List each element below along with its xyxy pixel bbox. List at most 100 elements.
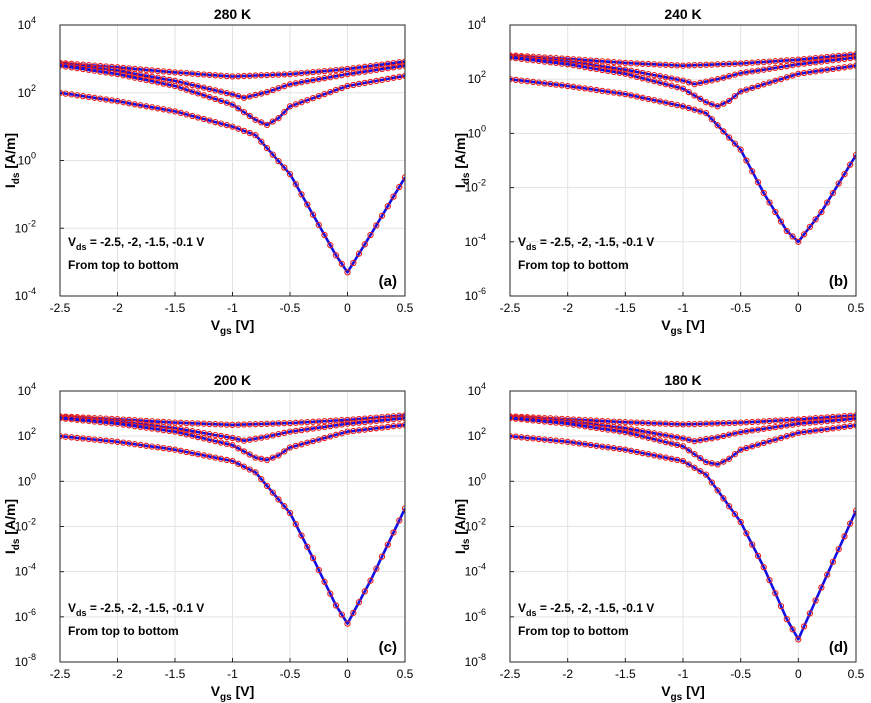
panel-title: 280 K bbox=[214, 6, 251, 22]
measured-point bbox=[304, 439, 311, 446]
x-tick-label: -2 bbox=[562, 301, 573, 315]
measured-point bbox=[396, 183, 403, 191]
measured-point bbox=[315, 566, 322, 574]
measured-point bbox=[367, 78, 374, 86]
measured-point bbox=[275, 420, 282, 427]
measured-point bbox=[766, 417, 773, 425]
y-tick-label: 10-2 bbox=[465, 517, 486, 534]
measured-point bbox=[183, 86, 190, 93]
measured-point bbox=[212, 118, 219, 126]
measured-point bbox=[760, 418, 767, 425]
measured-point bbox=[633, 73, 641, 80]
measured-point bbox=[766, 58, 773, 65]
measured-point bbox=[217, 439, 225, 446]
measured-point bbox=[97, 95, 104, 102]
measured-point bbox=[633, 427, 641, 434]
measured-point bbox=[206, 453, 213, 460]
measured-point bbox=[737, 446, 744, 453]
measured-point bbox=[697, 420, 704, 428]
y-tick-label: 10-2 bbox=[15, 218, 36, 235]
measured-point bbox=[344, 70, 351, 78]
measured-point bbox=[512, 433, 519, 440]
measured-point bbox=[321, 423, 328, 431]
measured-point bbox=[691, 437, 698, 445]
measured-point bbox=[229, 434, 236, 442]
measured-point bbox=[235, 105, 242, 112]
measured-point bbox=[829, 189, 837, 197]
measured-point bbox=[766, 79, 773, 86]
measured-point bbox=[143, 103, 150, 110]
x-tick-label: -0.5 bbox=[730, 667, 751, 681]
y-tick-label: 104 bbox=[468, 15, 486, 32]
measured-point bbox=[338, 71, 345, 79]
measured-point bbox=[114, 70, 121, 78]
measured-point bbox=[599, 87, 606, 95]
measured-point bbox=[390, 59, 397, 67]
measured-point bbox=[229, 101, 236, 108]
vds-annotation: Vds = -2.5, -2, -1.5, -0.1 V bbox=[68, 235, 204, 252]
measured-point bbox=[679, 85, 687, 92]
measured-point bbox=[510, 414, 514, 422]
measured-point bbox=[535, 417, 542, 425]
measured-point bbox=[824, 199, 831, 206]
measured-point bbox=[818, 426, 825, 433]
measured-point bbox=[338, 260, 345, 267]
measured-point bbox=[593, 442, 600, 449]
measured-point bbox=[183, 427, 190, 434]
measured-point bbox=[691, 80, 698, 88]
measured-point bbox=[622, 66, 629, 73]
measured-point bbox=[137, 441, 144, 449]
measured-point bbox=[332, 252, 340, 259]
measured-point bbox=[783, 615, 790, 623]
measured-point bbox=[292, 427, 299, 435]
measured-point bbox=[286, 70, 294, 78]
measured-point bbox=[298, 99, 305, 106]
x-tick-label: -2.5 bbox=[50, 301, 71, 315]
measured-point bbox=[800, 623, 808, 630]
measured-point bbox=[160, 106, 167, 113]
x-axis-label: Vgs [V] bbox=[661, 317, 705, 337]
measured-point bbox=[143, 424, 150, 431]
x-tick-label: -1.5 bbox=[615, 667, 636, 681]
measured-point bbox=[806, 223, 814, 231]
measured-point bbox=[777, 602, 785, 610]
measured-point bbox=[662, 432, 669, 439]
measured-point bbox=[708, 435, 715, 442]
measured-point bbox=[275, 85, 282, 92]
measured-point bbox=[286, 170, 294, 178]
measured-point bbox=[679, 443, 687, 450]
simulated-curve-3 bbox=[60, 416, 405, 462]
measured-point bbox=[108, 97, 115, 104]
measured-point bbox=[137, 71, 144, 78]
measured-point bbox=[240, 127, 248, 135]
measured-point bbox=[841, 423, 848, 430]
measured-point bbox=[691, 106, 698, 113]
measured-point bbox=[68, 416, 75, 423]
measured-point bbox=[183, 70, 190, 77]
measured-point bbox=[610, 68, 617, 76]
measured-point bbox=[327, 422, 334, 430]
measured-point bbox=[812, 59, 819, 66]
measured-point bbox=[120, 72, 127, 79]
measured-point bbox=[378, 212, 386, 219]
measured-point bbox=[235, 125, 242, 132]
measured-point bbox=[223, 440, 230, 447]
measured-point bbox=[510, 54, 514, 61]
measured-point bbox=[309, 425, 317, 432]
y-tick-label: 102 bbox=[468, 69, 486, 86]
measured-point bbox=[691, 451, 698, 458]
measured-point bbox=[697, 79, 704, 87]
measured-point bbox=[627, 426, 635, 433]
measured-point bbox=[674, 434, 681, 441]
measured-point bbox=[137, 423, 144, 431]
measured-point bbox=[754, 82, 762, 90]
measured-point bbox=[217, 421, 225, 428]
measured-point bbox=[114, 420, 121, 427]
measured-point bbox=[824, 57, 831, 65]
measured-point bbox=[749, 168, 756, 175]
measured-point bbox=[275, 430, 282, 438]
measured-point bbox=[74, 92, 81, 99]
measured-point bbox=[674, 441, 681, 449]
measured-point bbox=[702, 99, 710, 106]
measured-point bbox=[229, 421, 236, 429]
